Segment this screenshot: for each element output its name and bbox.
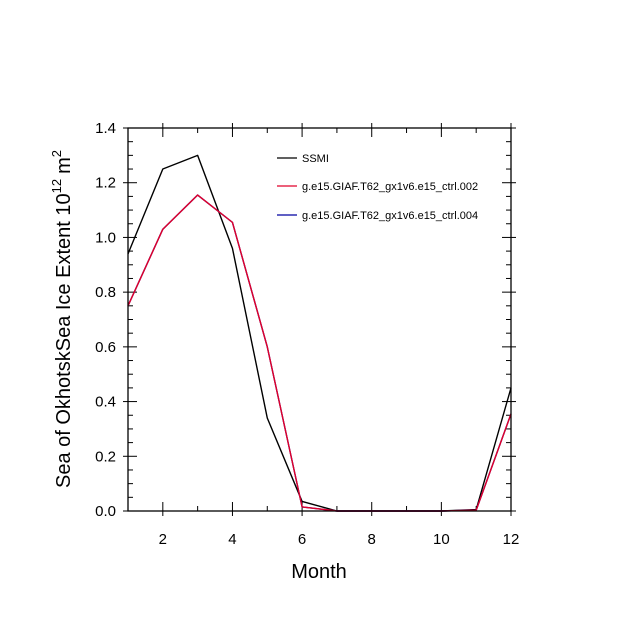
y-axis-title-unit: m (53, 157, 75, 174)
series-line-2 (127, 194, 512, 512)
series-line-0 (127, 154, 512, 512)
legend: SSMI g.e15.GIAF.T62_gx1v6.e15_ctrl.002 g… (277, 153, 478, 222)
y-axis-title: Sea of OkhotskSea Ice Extent 1012 m2 (49, 150, 75, 488)
x-tick-label: 10 (433, 531, 450, 548)
y-tick-label: 1.2 (95, 175, 116, 192)
plot-frame (127, 127, 512, 512)
y-axis-title-exponent: 12 (49, 179, 64, 193)
x-tick-labels: 2 4 6 8 10 12 (159, 531, 520, 548)
legend-label-ssmi: SSMI (302, 153, 329, 165)
y-axis-title-unit-exponent: 2 (49, 150, 64, 157)
x-tick-label: 12 (503, 531, 520, 548)
series-line-1 (127, 194, 512, 512)
series-lines (127, 154, 512, 512)
x-axis-title: Month (291, 561, 347, 583)
y-tick-label: 1.4 (95, 120, 116, 137)
x-tick-label: 4 (228, 531, 236, 548)
y-tick-label: 1.0 (95, 229, 116, 246)
y-tick-label: 0.4 (95, 394, 116, 411)
y-tick-label: 0.8 (95, 284, 116, 301)
y-tick-label: 0.6 (95, 339, 116, 356)
x-tick-label: 2 (159, 531, 167, 548)
y-tick-label: 0.2 (95, 448, 116, 465)
legend-label-ctrl-002: g.e15.GIAF.T62_gx1v6.e15_ctrl.002 (302, 181, 478, 193)
x-tick-label: 6 (298, 531, 306, 548)
y-tick-labels: 0.0 0.2 0.4 0.6 0.8 1.0 1.2 1.4 (95, 120, 116, 520)
y-tick-label: 0.0 (95, 503, 116, 520)
legend-label-ctrl-004: g.e15.GIAF.T62_gx1v6.e15_ctrl.004 (302, 210, 478, 222)
y-axis-title-main: Sea of OkhotskSea Ice Extent 10 (53, 193, 75, 488)
x-tick-label: 8 (368, 531, 376, 548)
